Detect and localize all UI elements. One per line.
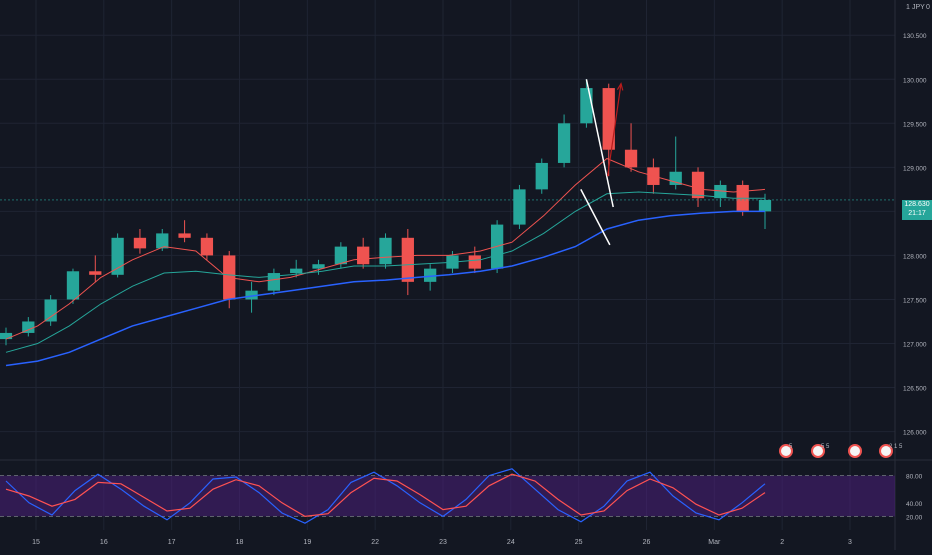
candle-body xyxy=(245,290,258,300)
bar-countdown: 21:17 xyxy=(908,210,926,217)
osc-y-tick-label: 20.00 xyxy=(906,514,923,521)
event-marker-icon xyxy=(879,444,893,458)
moving-average-line xyxy=(5,157,766,340)
last-price-tag: 128.630 21:17 xyxy=(902,200,932,220)
y-tick-label: 127.000 xyxy=(903,342,927,349)
osc-y-tick-label: 80.00 xyxy=(906,474,923,481)
zero-label: 0 xyxy=(926,4,930,11)
candle-body xyxy=(379,237,392,265)
wedge-trendline xyxy=(585,79,614,208)
wedge-trendline xyxy=(580,189,611,246)
candle-body xyxy=(111,237,124,275)
y-tick-label: 128.000 xyxy=(903,253,927,260)
scale-value: 1 xyxy=(906,4,910,11)
event-count: 5 5 xyxy=(821,444,830,450)
stochastic-line xyxy=(5,468,766,524)
x-tick-label: Mar xyxy=(708,539,721,546)
candle-body xyxy=(602,88,615,150)
candle-body xyxy=(312,264,325,269)
candle-body xyxy=(0,332,13,340)
event-count: 5 xyxy=(789,444,793,450)
target-arrow xyxy=(607,83,622,177)
currency-label: JPY xyxy=(912,4,925,11)
x-tick-label: 26 xyxy=(643,539,651,546)
x-tick-label: 17 xyxy=(168,539,176,546)
candle-body xyxy=(290,268,303,274)
candle-body xyxy=(66,271,80,300)
candle-body xyxy=(557,123,571,163)
x-tick-label: 15 xyxy=(32,539,40,546)
candle-body xyxy=(200,237,214,256)
x-tick-label: 24 xyxy=(507,539,515,546)
y-tick-label: 126.500 xyxy=(903,386,927,393)
x-tick-label: 25 xyxy=(575,539,583,546)
candle-body xyxy=(44,299,57,322)
candle-body xyxy=(424,268,437,282)
x-tick-label: 16 xyxy=(100,539,108,546)
candle-body xyxy=(580,88,593,124)
candle-body xyxy=(468,255,481,269)
candle-body xyxy=(357,246,370,265)
y-tick-label: 130.000 xyxy=(903,77,927,84)
candle-body xyxy=(22,321,35,333)
x-tick-label: 19 xyxy=(303,539,311,546)
candle-body xyxy=(624,149,638,168)
y-tick-label: 127.500 xyxy=(903,297,927,304)
candles xyxy=(0,79,772,346)
osc-y-tick-label: 40.00 xyxy=(906,501,923,508)
moving-average-line xyxy=(5,191,765,353)
candle-body xyxy=(178,233,191,238)
candle-body xyxy=(714,184,727,199)
candle-body xyxy=(513,189,526,225)
stochastic-line xyxy=(5,473,766,518)
candle-body xyxy=(758,199,772,212)
candle-body xyxy=(156,233,169,249)
x-tick-label: 18 xyxy=(236,539,244,546)
x-tick-label: 3 xyxy=(848,539,852,546)
candle-body xyxy=(89,271,102,275)
y-tick-label: 129.500 xyxy=(903,121,927,128)
event-marker-icon xyxy=(848,444,862,458)
candle-body xyxy=(133,237,147,249)
target-arrow-head xyxy=(616,82,624,91)
x-tick-label: 2 xyxy=(780,539,784,546)
y-tick-label: 130.500 xyxy=(903,33,927,40)
x-tick-label: 22 xyxy=(371,539,379,546)
y-tick-label: 129.000 xyxy=(903,165,927,172)
y-tick-label: 126.000 xyxy=(903,430,927,437)
candle-body xyxy=(334,246,347,265)
x-tick-label: 23 xyxy=(439,539,447,546)
last-price-value: 128.630 xyxy=(904,201,930,208)
candle-body xyxy=(267,273,281,291)
candle-body xyxy=(691,171,705,199)
event-count: 2 1 5 xyxy=(889,444,903,450)
candle-body xyxy=(535,162,548,190)
event-marker-icon xyxy=(779,444,793,458)
candle-body xyxy=(401,237,414,282)
moving-average-line xyxy=(5,210,765,367)
event-marker-icon xyxy=(811,444,825,458)
